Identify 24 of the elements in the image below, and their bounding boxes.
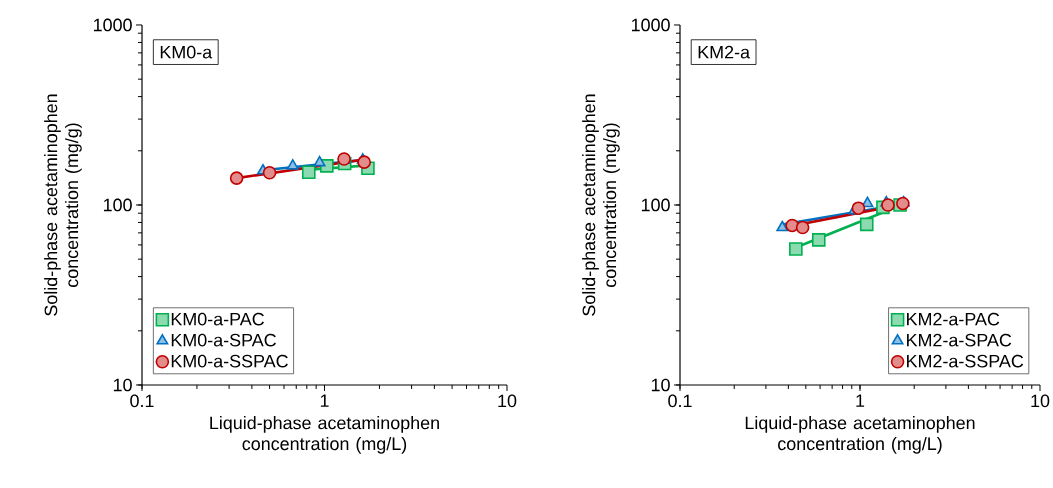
y-tick-label: 100 — [641, 198, 670, 212]
x-tick-label: 1 — [856, 394, 865, 407]
y-tick-label: 100 — [103, 198, 132, 212]
y-axis-title: Solid-phase acetaminophen concentration (mg/g) — [582, 94, 620, 316]
legend-label: KM2-a-SSPAC — [907, 354, 1024, 368]
annotation: KM0-a — [160, 45, 213, 59]
x-tick-label: 1 — [320, 394, 329, 407]
annotation: KM2-a — [698, 45, 751, 59]
y-axis-title: Solid-phase acetaminophen concentration (mg/g) — [44, 94, 82, 316]
x-tick-label: 0.1 — [668, 394, 692, 408]
y-tick-label: 1000 — [93, 18, 132, 32]
x-tick-label: 0.1 — [130, 394, 154, 408]
legend-label: KM2-a-SPAC — [907, 333, 1012, 347]
y-tick-label: 1000 — [631, 18, 670, 32]
legend-label: KM2-a-PAC — [907, 312, 1000, 326]
y-tick-label: 10 — [113, 378, 132, 392]
x-tick-label: 10 — [498, 394, 517, 408]
x-tick-label: 10 — [1031, 394, 1050, 408]
y-tick-label: 10 — [651, 378, 670, 392]
x-axis-title: Liquid-phase acetaminophen concentration (mg/L) — [745, 416, 975, 454]
legend-label: KM0-a-PAC — [171, 312, 264, 326]
legend-label: KM0-a-SSPAC — [171, 354, 288, 368]
legend-label: KM0-a-SPAC — [171, 333, 276, 347]
x-axis-title: Liquid-phase acetaminophen concentration (mg/L) — [210, 416, 439, 454]
